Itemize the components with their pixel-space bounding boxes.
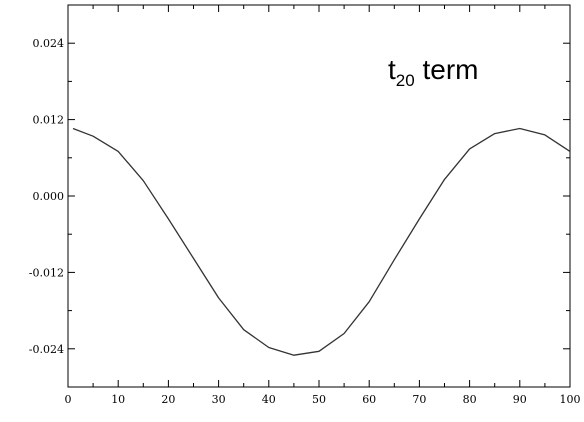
x-tick-label: 100 [560, 393, 581, 406]
plot-frame [67, 4, 571, 388]
series-layer [72, 127, 571, 356]
y-tick-label: -0.024 [29, 343, 64, 356]
annotation-label: t20 term [388, 54, 479, 90]
x-axis: 0 10 20 30 40 50 60 70 80 90 100 [65, 5, 581, 406]
x-tick-label: 90 [513, 393, 527, 406]
series-line [72, 127, 571, 356]
x-tick-label: 60 [362, 393, 376, 406]
y-tick-label: 0.024 [33, 37, 65, 50]
x-tick-label: 50 [312, 393, 326, 406]
y-axis: -0.024 -0.012 0.000 0.012 0.024 [29, 4, 570, 388]
annotation-subscript: 20 [395, 71, 415, 90]
y-tick-label: 0.012 [33, 114, 65, 127]
x-tick-label: 10 [111, 393, 125, 406]
x-tick-label: 0 [65, 393, 72, 406]
annotation-base: t [388, 54, 396, 85]
annotation-suffix: term [414, 54, 479, 85]
x-tick-label: 40 [262, 393, 276, 406]
y-tick-label: 0.000 [33, 190, 65, 203]
x-tick-label: 20 [161, 393, 175, 406]
x-tick-label: 80 [463, 393, 477, 406]
y-tick-label: -0.012 [29, 266, 64, 279]
x-tick-label: 30 [212, 393, 226, 406]
x-tick-label: 70 [412, 393, 426, 406]
